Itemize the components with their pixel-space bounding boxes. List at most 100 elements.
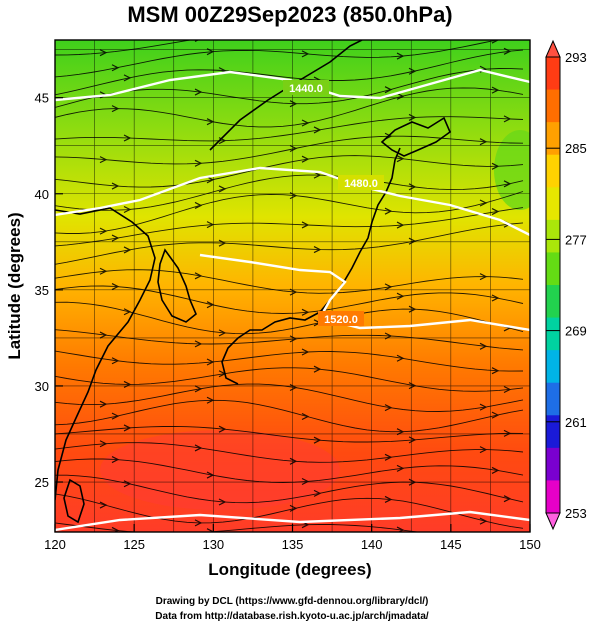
- x-tick-label: 125: [123, 537, 145, 552]
- map-plot-area: 1440.0 1480.0 1520.0: [55, 28, 530, 543]
- streamline: [55, 191, 524, 234]
- streamline: [55, 329, 524, 351]
- streamline-arrow: [408, 67, 417, 75]
- streamline-arrow: [313, 365, 322, 373]
- streamline-arrow: [289, 288, 298, 296]
- streamline: [55, 350, 524, 372]
- streamline-arrow: [194, 519, 203, 527]
- streamline-arrow: [206, 118, 215, 126]
- streamline-arrow: [313, 436, 322, 444]
- colorbar-segment: [546, 154, 560, 188]
- streamline-arrow: [99, 156, 108, 164]
- contour-1520: [199, 253, 530, 332]
- x-tick-label: 135: [282, 537, 304, 552]
- streamline: [55, 383, 524, 412]
- streamline-arrow: [206, 471, 215, 479]
- streamline-arrow: [396, 52, 405, 60]
- colorbar-segment: [546, 447, 560, 481]
- colorbar-tick-label: 285: [565, 141, 587, 156]
- streamline: [55, 155, 524, 188]
- y-axis-ticks: 25 30 35 40 45: [35, 91, 63, 490]
- streamline-arrow: [396, 428, 405, 436]
- contour-label-1480: 1480.0: [344, 178, 378, 190]
- streamline: [55, 116, 524, 142]
- streamline-arrow: [289, 504, 298, 512]
- streamline-arrow: [99, 440, 108, 448]
- streamline-arrow: [111, 412, 120, 420]
- x-tick-label: 145: [440, 537, 462, 552]
- streamline-arrow: [301, 50, 310, 58]
- y-tick-label: 40: [35, 187, 49, 202]
- streamline-arrow: [218, 329, 227, 337]
- streamline-arrow: [218, 498, 227, 506]
- streamline-arrow: [301, 412, 310, 421]
- streamline: [55, 49, 524, 96]
- streamline-arrow: [396, 292, 405, 300]
- streamline-arrow: [218, 239, 227, 247]
- colorbar-segment: [546, 285, 560, 319]
- streamline-arrow: [111, 105, 120, 113]
- colorbar-min-arrow: [545, 512, 561, 531]
- streamline-arrow: [384, 283, 393, 291]
- streamline: [55, 135, 524, 165]
- streamline-arrow: [301, 155, 310, 163]
- streamline-arrow: [123, 246, 132, 254]
- streamline-arrow: [194, 272, 203, 280]
- streamline-arrow: [206, 221, 215, 229]
- streamline: [55, 269, 524, 294]
- streamline-arrow: [111, 234, 120, 242]
- streamline-arrow: [301, 348, 310, 356]
- streamline: [55, 458, 524, 483]
- streamline-arrow: [206, 396, 215, 404]
- streamline-arrow: [111, 283, 120, 291]
- streamline: [55, 40, 194, 56]
- coastline-taiwan: [63, 478, 85, 524]
- contour-1480: [55, 166, 530, 237]
- colorbar-max-arrow: [545, 39, 561, 58]
- contour-label-1440: 1440.0: [289, 83, 323, 95]
- coastline-korea: [157, 248, 197, 323]
- streamline-arrow: [194, 88, 203, 96]
- streamline-arrow: [479, 446, 488, 454]
- colorbar-segment: [546, 415, 560, 449]
- colorbar-segment: [546, 89, 560, 123]
- streamline-arrow: [99, 227, 108, 235]
- streamline-arrow: [206, 358, 215, 366]
- streamline: [55, 442, 524, 463]
- streamline-arrow: [123, 74, 132, 82]
- colorbar-segment: [546, 187, 560, 221]
- streamline-arrow: [194, 159, 203, 167]
- streamline-arrow: [479, 199, 488, 207]
- colorbar-segment: [546, 57, 560, 91]
- wind-streamlines: [55, 28, 524, 543]
- credit-line-1: Drawing by DCL (https://www.gfd-dennou.o…: [156, 596, 429, 607]
- streamline-arrow: [301, 477, 310, 486]
- streamline-arrow: [408, 183, 417, 191]
- streamline-arrow: [111, 526, 120, 532]
- streamline-arrow: [99, 400, 108, 408]
- streamline-arrow: [123, 480, 132, 488]
- streamline-arrow: [384, 86, 393, 94]
- streamline-arrow: [492, 537, 498, 543]
- streamline-arrow: [408, 113, 417, 121]
- streamline-arrow: [408, 478, 417, 486]
- streamline-arrow: [396, 221, 405, 229]
- streamline-arrow: [313, 126, 322, 134]
- streamline-arrow: [123, 308, 132, 316]
- streamline-arrow: [206, 301, 215, 309]
- colorbar-tick-label: 253: [565, 506, 587, 521]
- coastline-japan-south: [221, 311, 321, 385]
- streamline-arrow: [194, 385, 203, 393]
- streamline-arrow: [290, 28, 296, 34]
- streamline-arrow: [111, 456, 120, 464]
- streamline-arrow: [385, 31, 391, 37]
- streamline-arrow: [408, 436, 417, 444]
- colorbar-tick-label: 277: [565, 232, 587, 247]
- streamline-arrow: [503, 429, 512, 437]
- cool-pocket-northeast: [494, 130, 530, 210]
- streamline: [55, 207, 524, 247]
- streamline: [55, 474, 524, 504]
- x-tick-label: 130: [202, 537, 224, 552]
- streamline-arrow: [289, 192, 298, 200]
- streamline-arrow: [479, 403, 488, 411]
